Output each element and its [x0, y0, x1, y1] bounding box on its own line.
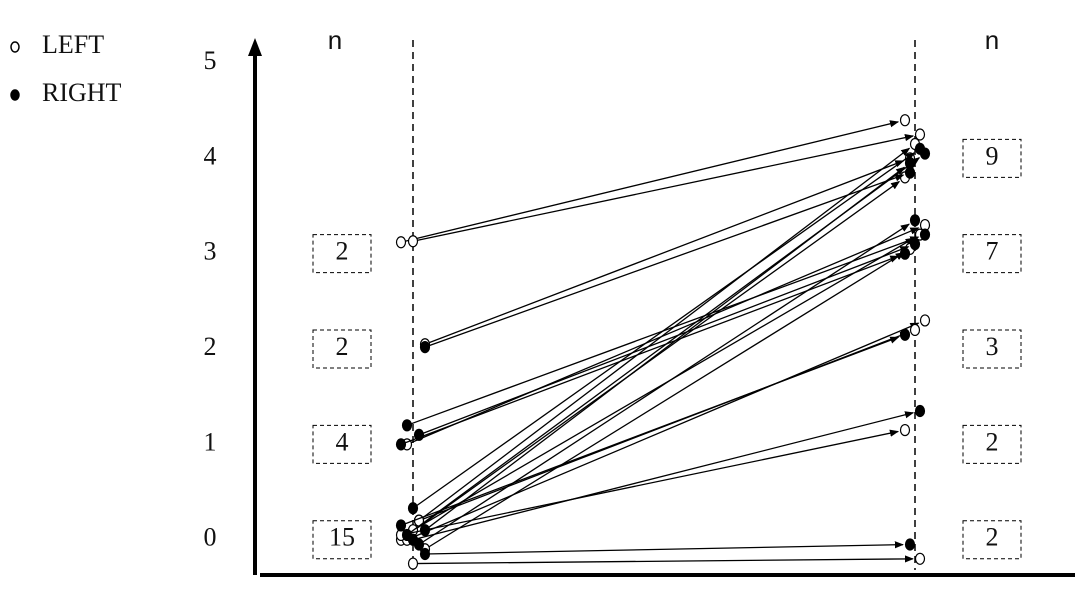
start-marker	[401, 419, 413, 432]
end-marker	[914, 128, 926, 141]
arrow	[400, 429, 900, 536]
end-marker	[914, 404, 926, 418]
arrow	[412, 411, 915, 541]
arrow	[406, 157, 921, 536]
count-box	[312, 329, 372, 369]
count-label: 9	[986, 141, 999, 170]
arrow	[418, 147, 911, 522]
arrow	[424, 174, 905, 348]
end-marker	[904, 538, 916, 551]
arrow	[400, 336, 900, 527]
legend-label: LEFT	[42, 30, 104, 59]
arrow	[418, 223, 910, 546]
arrow	[412, 134, 915, 242]
start-marker	[395, 236, 407, 249]
n-label: n	[985, 25, 999, 55]
n-label: n	[328, 25, 342, 55]
end-marker	[899, 423, 911, 437]
end-marker	[919, 314, 931, 327]
arrow	[412, 555, 914, 565]
count-label: 15	[329, 523, 355, 552]
count-label: 4	[336, 427, 349, 456]
arrow	[412, 152, 916, 509]
y-tick-label: 2	[204, 332, 217, 361]
count-label: 2	[986, 523, 999, 552]
end-marker	[899, 247, 911, 260]
end-marker	[899, 328, 911, 341]
arrow	[400, 180, 901, 541]
end-marker	[914, 552, 926, 565]
end-marker	[909, 323, 921, 337]
start-marker	[407, 502, 419, 515]
arrow	[406, 322, 920, 541]
count-label: 2	[336, 237, 349, 266]
start-marker	[419, 524, 431, 537]
legend-marker	[10, 41, 20, 53]
end-marker	[919, 228, 931, 241]
arrow	[400, 255, 900, 445]
y-tick-label: 0	[204, 523, 217, 552]
count-label: 7	[986, 237, 999, 266]
end-marker	[899, 114, 911, 127]
count-box	[962, 234, 1022, 274]
start-marker	[407, 533, 419, 546]
end-marker	[909, 238, 921, 251]
legend-label: RIGHT	[42, 78, 122, 107]
end-marker	[919, 147, 931, 160]
y-tick-label: 1	[204, 427, 217, 456]
end-marker	[909, 214, 921, 227]
start-marker	[395, 438, 407, 451]
arrow	[400, 120, 900, 243]
arrow	[418, 246, 910, 436]
start-marker	[419, 547, 431, 561]
start-marker	[407, 557, 419, 570]
count-box	[962, 520, 1022, 560]
start-marker	[395, 519, 407, 532]
count-box	[312, 520, 372, 560]
count-box	[962, 138, 1022, 178]
count-label: 2	[336, 332, 349, 361]
y-tick-label: 3	[204, 237, 217, 266]
start-marker	[407, 235, 419, 248]
count-label: 2	[986, 427, 999, 456]
count-box	[962, 424, 1022, 464]
start-marker	[413, 428, 425, 441]
y-tick-label: 4	[204, 141, 217, 170]
legend-marker	[10, 89, 20, 101]
count-box	[312, 424, 372, 464]
count-box	[962, 329, 1022, 369]
start-marker	[419, 341, 431, 354]
count-label: 3	[986, 332, 999, 361]
y-axis-arrow	[248, 38, 262, 56]
count-box	[312, 234, 372, 274]
arrow	[424, 252, 905, 550]
y-tick-label: 5	[204, 46, 217, 75]
arrow	[424, 160, 905, 345]
arrow	[424, 541, 904, 555]
